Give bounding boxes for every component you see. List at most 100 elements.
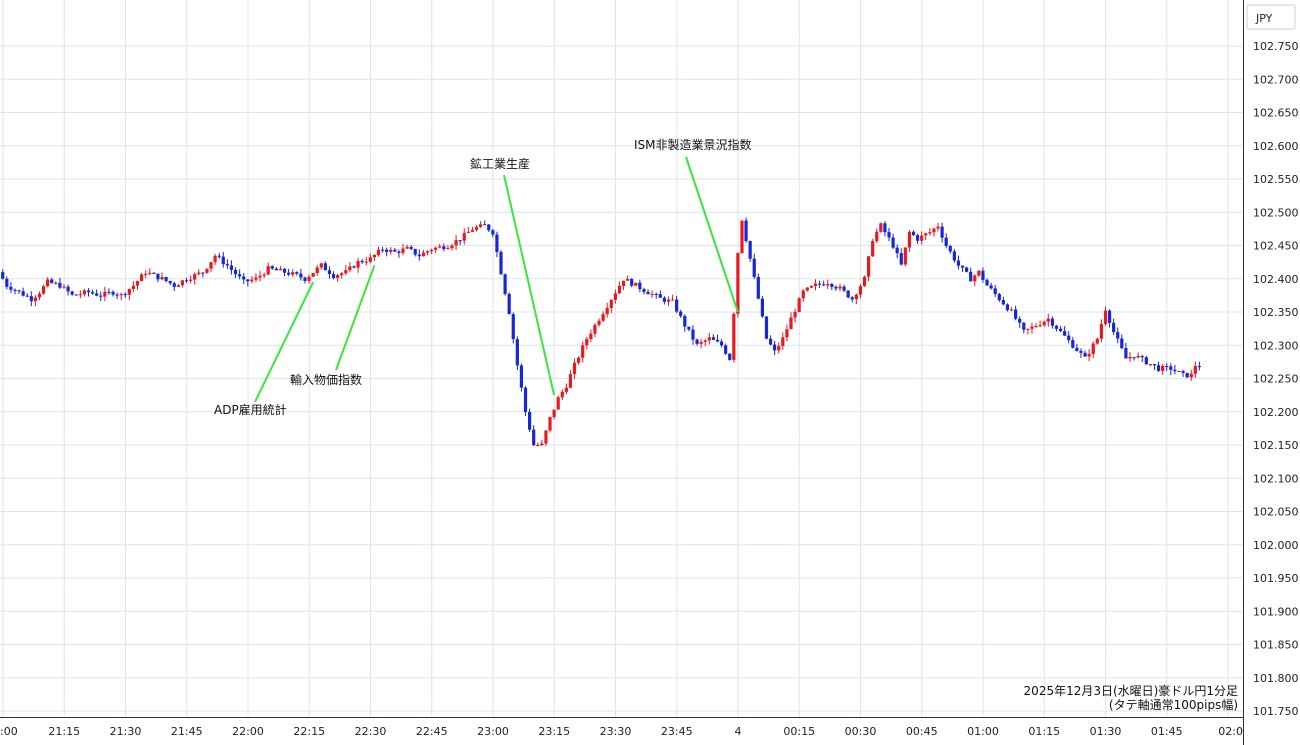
candle-body xyxy=(903,247,907,265)
candle-body xyxy=(368,257,372,262)
candle-body xyxy=(462,232,466,241)
candle-body xyxy=(593,324,597,334)
candle-body xyxy=(450,245,454,249)
y-tick-label: 102.200 xyxy=(1253,406,1299,419)
x-tick-label: 21:15 xyxy=(48,725,80,738)
candle-body xyxy=(1173,369,1177,372)
candle-body xyxy=(973,275,977,282)
candle-body xyxy=(589,333,593,340)
candle-body xyxy=(266,266,270,275)
candle-body xyxy=(760,298,764,317)
candle-body xyxy=(789,317,793,330)
candle-body xyxy=(646,291,650,295)
currency-box xyxy=(1246,4,1296,30)
candle-body xyxy=(50,279,54,283)
candle-body xyxy=(340,273,344,276)
candle-body xyxy=(1009,309,1014,311)
candle-body xyxy=(258,275,262,278)
candle-body xyxy=(989,285,993,289)
candle-body xyxy=(1169,366,1173,370)
candle-body xyxy=(487,224,491,231)
candle-body xyxy=(438,246,442,248)
candle-body xyxy=(58,282,62,288)
candle-body xyxy=(556,397,560,410)
candle-body xyxy=(1026,328,1030,330)
y-tick-label: 101.850 xyxy=(1253,639,1299,652)
candle-body xyxy=(413,248,417,255)
candle-body xyxy=(662,297,666,302)
candle-body xyxy=(189,279,193,281)
candle-body xyxy=(985,279,989,286)
candle-body xyxy=(1099,324,1103,339)
candle-body xyxy=(115,294,119,296)
candle-body xyxy=(568,374,573,388)
candle-body xyxy=(409,246,413,249)
candle-body xyxy=(560,391,564,398)
caption-title: 2025年12月3日(水曜日)豪ドル円1分足 xyxy=(1024,683,1238,698)
candle-body xyxy=(1128,357,1132,359)
x-tick-label: 22:15 xyxy=(293,725,325,738)
candle-body xyxy=(548,417,552,431)
candle-body xyxy=(507,293,511,315)
candle-body xyxy=(95,293,99,296)
candle-body xyxy=(1058,328,1063,332)
candle-body xyxy=(809,286,814,288)
candle-body xyxy=(1177,371,1181,373)
candle-body xyxy=(920,235,924,241)
candle-body xyxy=(1018,318,1022,323)
candle-body xyxy=(1116,332,1120,339)
candle-body xyxy=(156,273,160,280)
x-tick-label: 23:30 xyxy=(600,725,632,738)
candle-body xyxy=(1091,343,1095,355)
candle-body xyxy=(282,268,287,273)
candle-body xyxy=(144,273,148,275)
candle-body xyxy=(242,276,246,280)
y-tick-label: 102.600 xyxy=(1253,140,1299,153)
candle-body xyxy=(928,232,932,234)
candle-body xyxy=(883,223,887,233)
candle-body xyxy=(348,266,352,271)
candle-body xyxy=(670,299,675,301)
candle-body xyxy=(131,285,136,290)
candle-body xyxy=(9,286,13,290)
candle-body xyxy=(626,279,630,281)
candle-body xyxy=(834,286,838,289)
candle-body xyxy=(1083,352,1087,357)
candle-body xyxy=(33,297,38,302)
candle-body xyxy=(532,429,536,446)
candle-body xyxy=(564,387,568,392)
x-tick-label: 01:00 xyxy=(967,725,999,738)
y-tick-label: 102.650 xyxy=(1253,107,1299,120)
candle-body xyxy=(585,339,589,346)
candle-body xyxy=(270,266,274,269)
x-tick-label: 22:00 xyxy=(232,725,264,738)
candle-body xyxy=(666,299,671,302)
candle-body xyxy=(711,337,715,340)
y-tick-label: 102.050 xyxy=(1253,506,1299,519)
candle-body xyxy=(262,274,266,276)
candle-body xyxy=(773,344,777,351)
y-tick-label: 102.300 xyxy=(1253,339,1299,352)
candle-body xyxy=(41,286,46,294)
candle-body xyxy=(364,261,368,263)
candle-body xyxy=(793,311,797,318)
y-tick-label: 101.900 xyxy=(1253,605,1299,618)
candle-body xyxy=(74,294,78,296)
y-axis-panel xyxy=(1244,0,1300,745)
candle-body xyxy=(1152,364,1157,366)
candle-body xyxy=(135,281,140,286)
candle-body xyxy=(90,292,95,294)
candle-body xyxy=(454,240,458,246)
candle-body xyxy=(421,252,426,257)
x-tick-label: 02:0 xyxy=(1218,725,1243,738)
candle-body xyxy=(1005,304,1010,311)
x-tick-label: 01:15 xyxy=(1028,725,1060,738)
candle-body xyxy=(86,290,91,293)
candle-body xyxy=(638,282,642,290)
candle-body xyxy=(405,246,409,249)
candle-body xyxy=(123,294,127,296)
candle-body xyxy=(201,272,205,274)
candle-body xyxy=(871,241,875,257)
candle-body xyxy=(577,357,581,363)
